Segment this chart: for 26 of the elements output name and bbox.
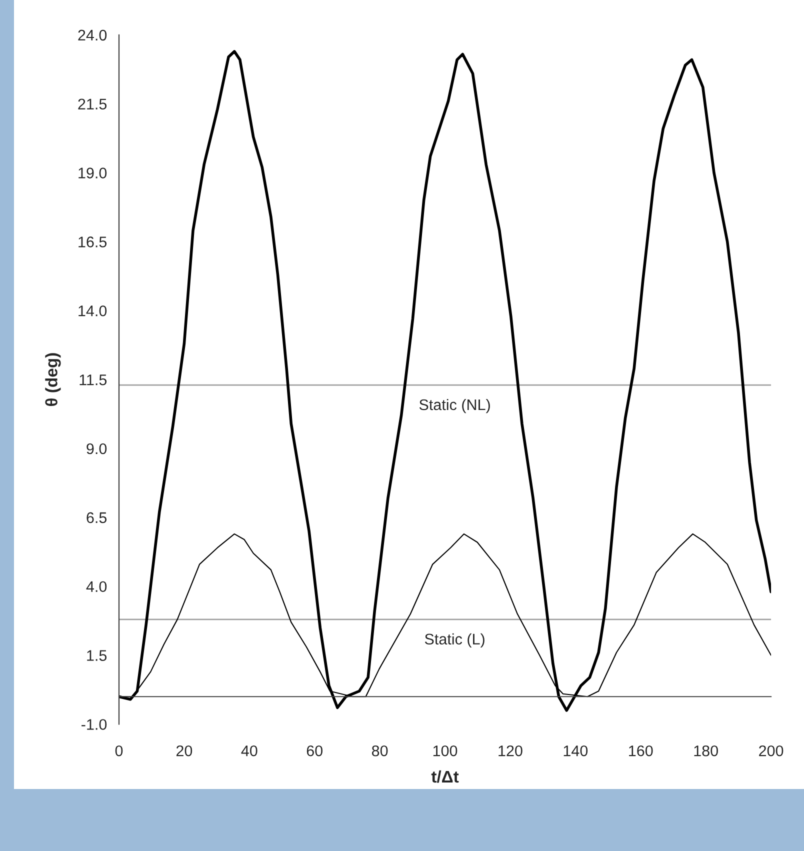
y-tick-label: 11.5 bbox=[80, 374, 107, 386]
x-tick-label: 0 bbox=[115, 745, 123, 756]
y-tick-label: 6.5 bbox=[86, 512, 107, 524]
y-axis-title: θ (deg) bbox=[45, 353, 61, 406]
y-tick-label: 14.0 bbox=[78, 305, 107, 316]
x-tick-label: 180 bbox=[694, 745, 718, 756]
x-tick-label: 140 bbox=[564, 745, 588, 756]
x-tick-label: 100 bbox=[433, 745, 458, 756]
ref-line-label: Static (NL) bbox=[419, 398, 490, 414]
x-tick-label: 60 bbox=[306, 745, 323, 756]
x-tick-label: 160 bbox=[629, 745, 653, 756]
y-tick-label: 21.5 bbox=[78, 98, 107, 110]
x-tick-label: 40 bbox=[241, 745, 258, 756]
y-tick-label: 1.5 bbox=[87, 650, 107, 661]
x-tick-label: 120 bbox=[498, 745, 522, 756]
y-tick-label: 19.0 bbox=[78, 168, 107, 178]
y-tick-label: 9.0 bbox=[86, 443, 107, 454]
x-tick-label: 80 bbox=[372, 745, 388, 756]
x-tick-label: 200 bbox=[759, 745, 784, 756]
x-axis-title: t/Δt bbox=[431, 770, 459, 783]
y-tick-label: 4.0 bbox=[86, 581, 107, 592]
y-tick-label: 24.0 bbox=[78, 30, 107, 41]
ref-line-label: Static (L) bbox=[424, 633, 484, 648]
x-tick-label: 20 bbox=[176, 745, 192, 756]
y-tick-label: 16.5 bbox=[78, 236, 107, 248]
y-tick-label: -1.0 bbox=[82, 719, 107, 730]
